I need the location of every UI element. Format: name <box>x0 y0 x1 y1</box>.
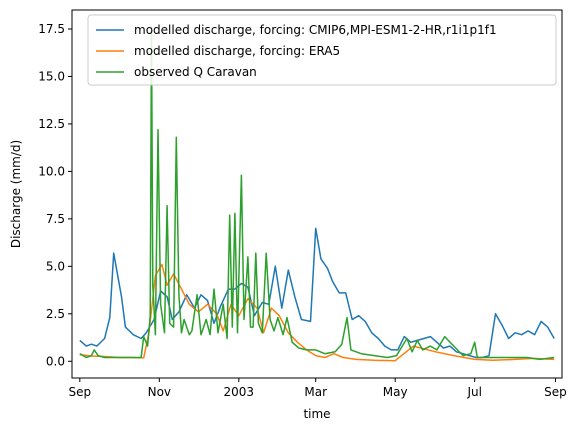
y-axis: 0.0 2.5 5.0 7.5 10.0 12.5 15.0 17.5 <box>38 22 72 368</box>
legend-label-3: observed Q Caravan <box>134 65 257 79</box>
x-tick-label: Nov <box>148 385 171 399</box>
y-tick-label: 10.0 <box>38 164 65 178</box>
y-axis-title: Discharge (mm/d) <box>9 140 23 248</box>
series-line-2 <box>79 263 555 362</box>
y-tick-label: 15.0 <box>38 69 65 83</box>
legend-box <box>87 14 557 86</box>
y-tick-label: 5.0 <box>46 259 65 273</box>
y-tick-label: 12.5 <box>38 117 65 131</box>
y-tick-label: 7.5 <box>46 212 65 226</box>
legend-label-1: modelled discharge, forcing: CMIP6,MPI-E… <box>134 23 497 37</box>
legend: modelled discharge, forcing: CMIP6,MPI-E… <box>87 14 557 86</box>
y-tick-label: 2.5 <box>46 307 65 321</box>
y-tick-label: 0.0 <box>46 354 65 368</box>
x-axis-title: time <box>303 407 330 421</box>
x-tick-label: May <box>383 385 408 399</box>
x-axis: Sep Nov 2003 Mar May Jul Sep <box>69 378 567 399</box>
series-layer <box>79 26 555 362</box>
y-tick-label: 17.5 <box>38 22 65 36</box>
legend-label-2: modelled discharge, forcing: ERA5 <box>134 44 340 58</box>
series-line-3 <box>79 26 555 361</box>
x-tick-label: Jul <box>466 385 481 399</box>
x-tick-label: Sep <box>544 385 567 399</box>
plot-frame <box>71 9 563 379</box>
x-tick-label: Mar <box>304 385 327 399</box>
x-tick-label: 2003 <box>224 385 255 399</box>
x-tick-label: Sep <box>69 385 92 399</box>
